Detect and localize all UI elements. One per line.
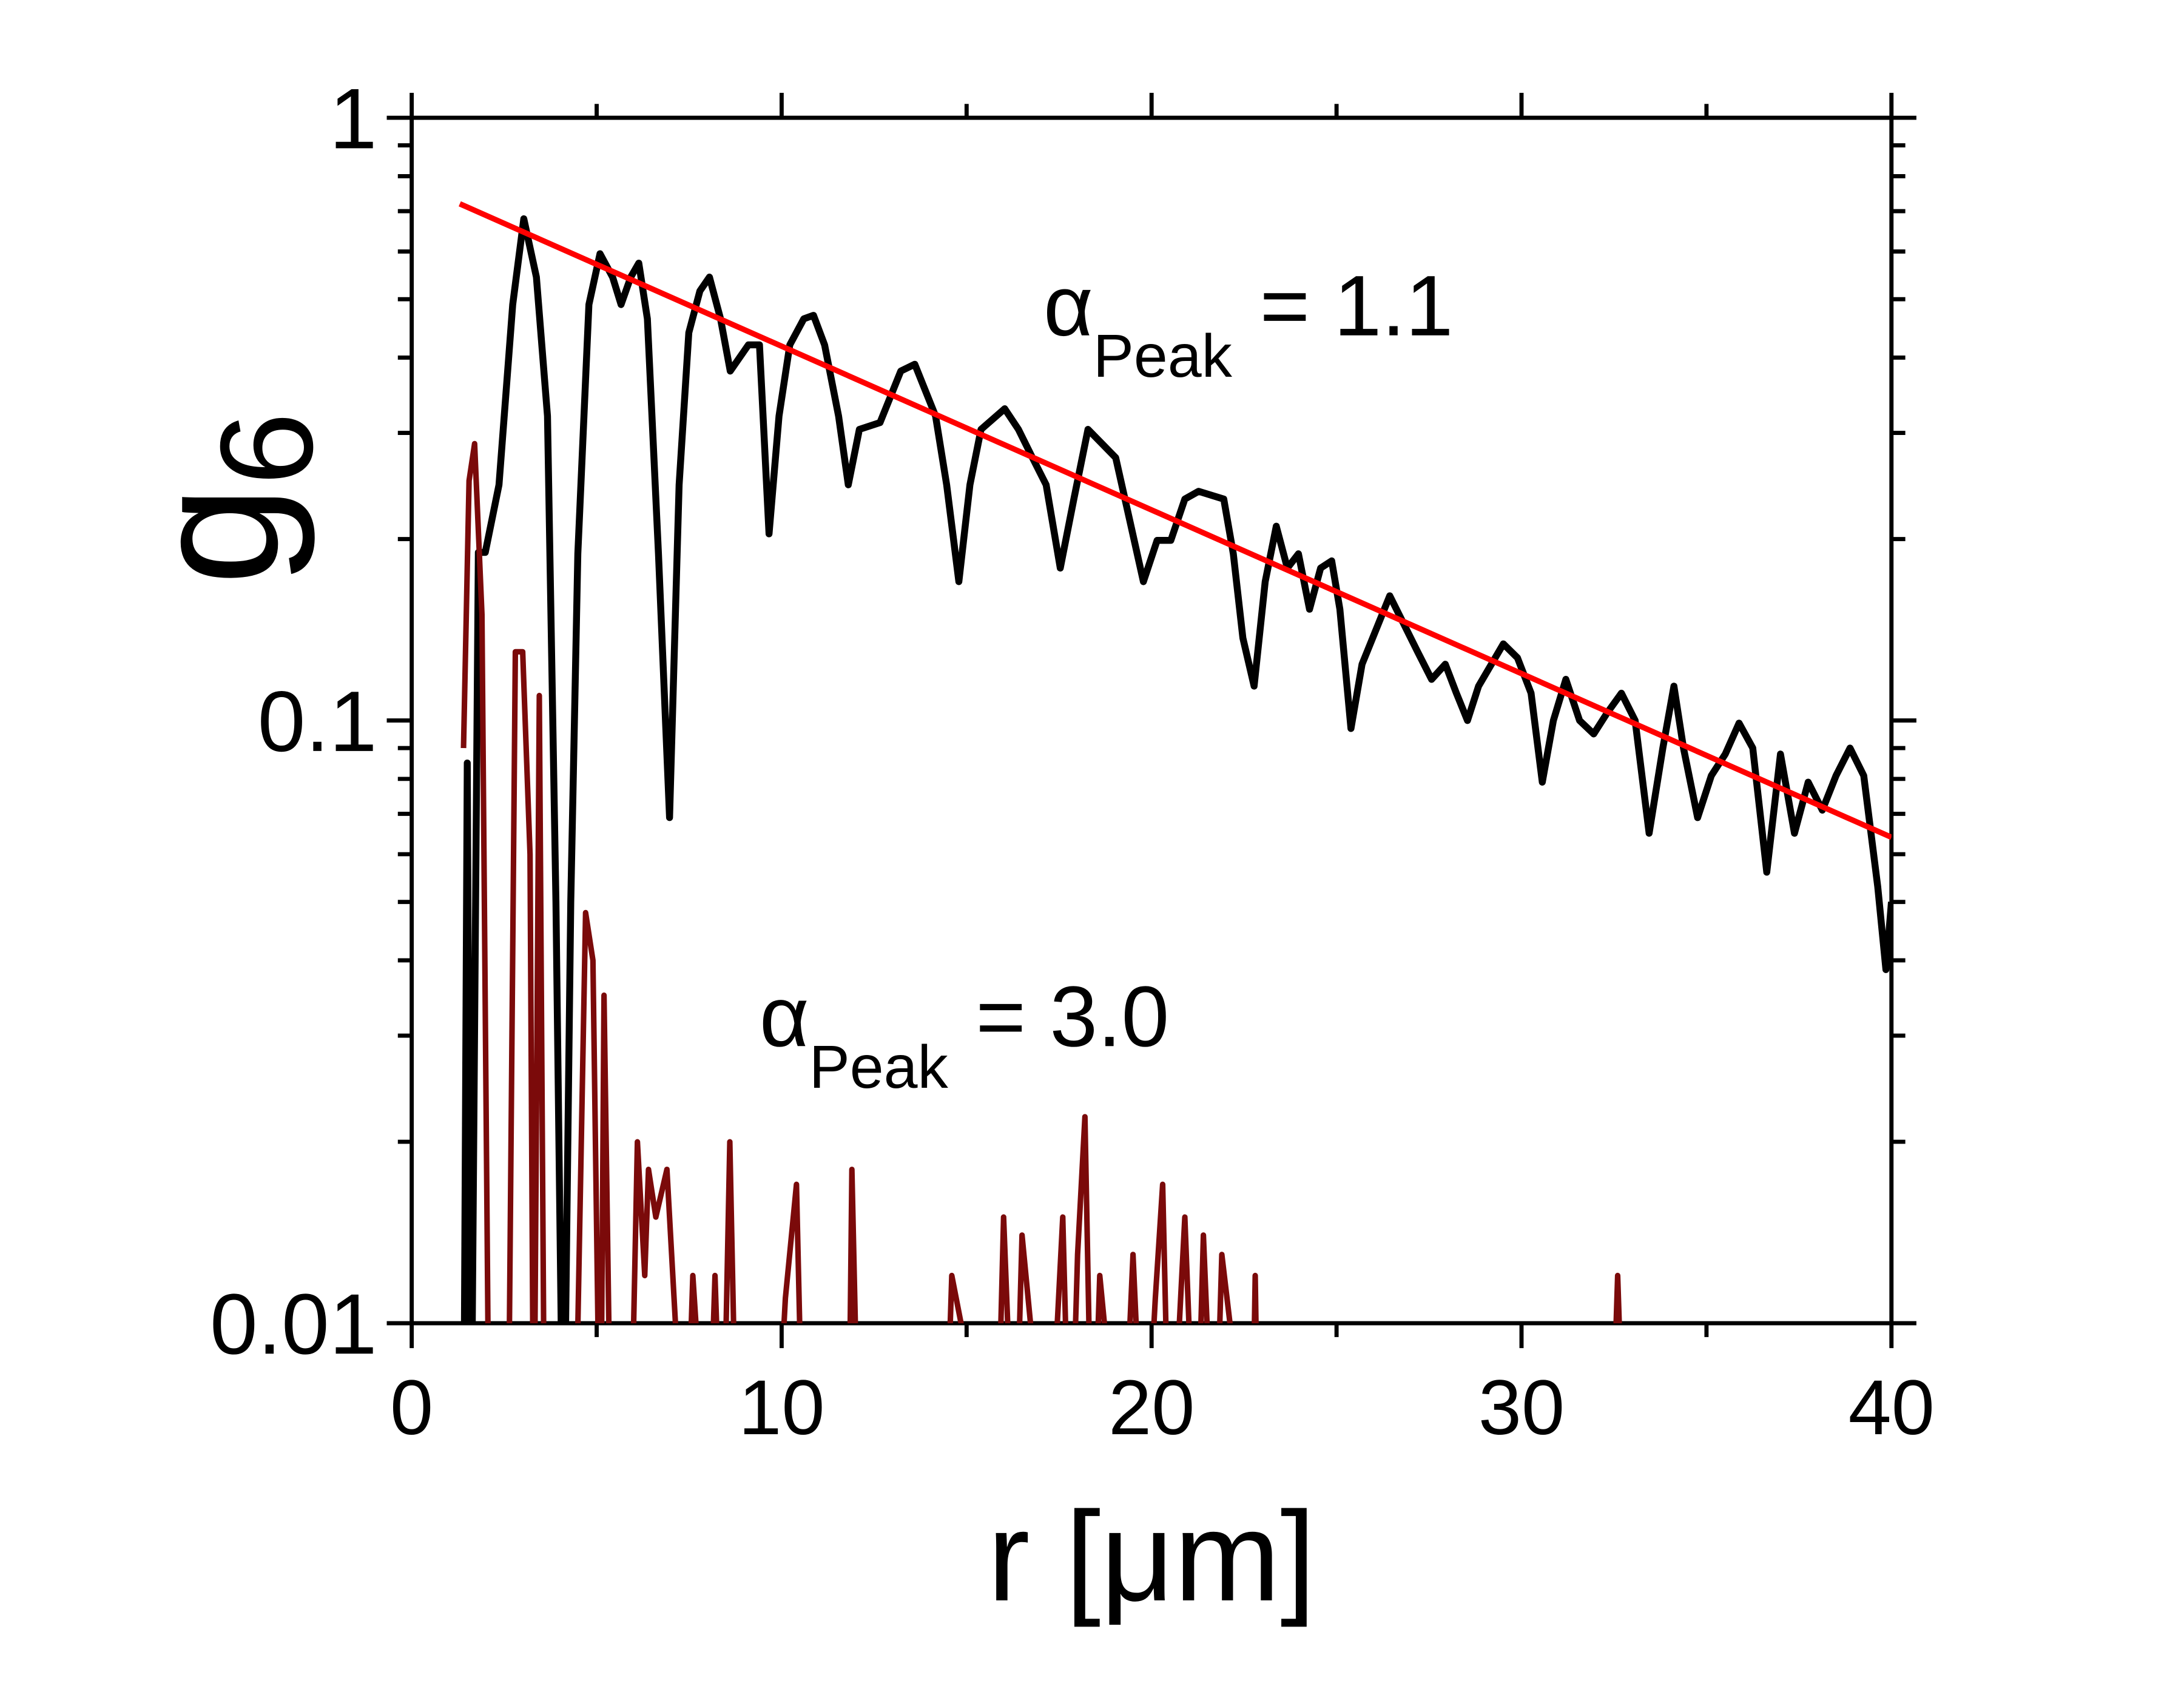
x-tick-label: 20 [1108, 1364, 1195, 1451]
series-layer [459, 201, 1892, 1324]
data-line [459, 201, 1892, 840]
annotation-text: = 3.0 [976, 969, 1169, 1065]
y-tick-label: 0.1 [258, 674, 377, 770]
y-axis-title: g6 [114, 412, 340, 585]
annotation: αPeak = 1.1 [1043, 258, 1453, 391]
data-line [460, 440, 1622, 1324]
data-line [460, 215, 1892, 1324]
annotation-sub: Peak [809, 1033, 949, 1101]
x-tick-label: 0 [390, 1364, 433, 1451]
y-tick-label: 0.01 [210, 1276, 377, 1372]
x-tick-label: 30 [1478, 1364, 1565, 1451]
y-axis-title-sub: 6 [193, 412, 340, 485]
annotation-sub: Peak [1093, 322, 1233, 390]
y-tick-label: 1 [329, 71, 377, 167]
x-axis-title: r [μm] [988, 1485, 1316, 1628]
x-tick-label: 40 [1849, 1364, 1935, 1451]
annotation-symbol: α [1043, 258, 1093, 354]
annotation-text: = 1.1 [1260, 258, 1454, 354]
annotation-symbol: α [760, 969, 809, 1065]
x-tick-label: 10 [738, 1364, 824, 1451]
y-axis-title-main: g [114, 485, 317, 585]
axis-layer: 0 10 20 30 40 0.01 0.1 1 [210, 71, 1935, 1451]
annotation: αPeak = 3.0 [760, 969, 1169, 1101]
